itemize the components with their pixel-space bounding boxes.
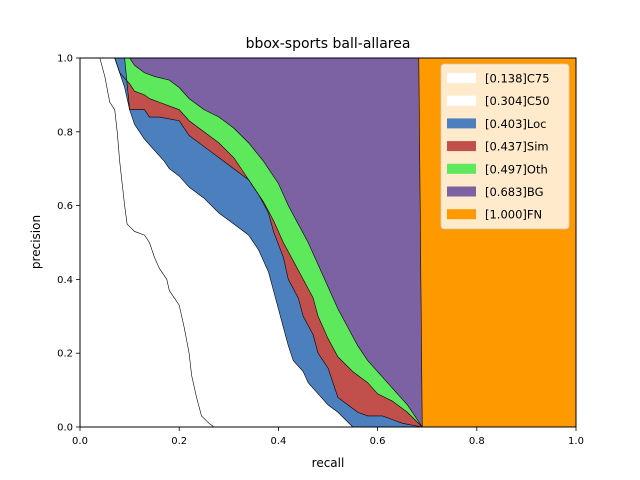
legend-label: [0.403]Loc <box>485 117 546 131</box>
y-tick-label: 0.8 <box>57 127 73 138</box>
legend-label: [0.304]C50 <box>485 94 550 108</box>
x-tick-label: 0.2 <box>171 436 187 447</box>
legend-swatch <box>447 163 476 174</box>
legend-label: [0.683]BG <box>485 185 544 199</box>
area-layers <box>80 58 576 427</box>
x-tick-label: 0.4 <box>270 436 286 447</box>
outline-0-497-oth <box>80 57 423 428</box>
area-0-138-c75 <box>80 58 214 427</box>
legend-swatch <box>447 73 476 83</box>
legend-swatch <box>447 209 476 220</box>
legend-label: [0.138]C75 <box>485 72 550 86</box>
y-axis-ticks: 0.0 0.2 0.4 0.6 0.8 1.0 <box>57 54 80 434</box>
x-axis-label: recall <box>312 456 345 470</box>
legend-swatch <box>447 118 476 129</box>
x-tick-label: 1.0 <box>568 436 584 447</box>
y-tick-label: 0.0 <box>57 423 73 434</box>
y-tick-label: 0.4 <box>57 275 73 286</box>
legend: [0.138]C75 [0.304]C50 [0.403]Loc [0.437]Sim… <box>440 63 570 230</box>
outline-0-437-sim <box>80 57 423 428</box>
legend-label: [0.497]Oth <box>485 162 548 176</box>
x-tick-label: 0.6 <box>370 436 386 447</box>
legend-label: [1.000]FN <box>485 208 542 222</box>
plot-frame <box>79 57 577 428</box>
x-tick-label: 0.0 <box>72 436 88 447</box>
y-tick-label: 1.0 <box>57 54 73 65</box>
y-tick-label: 0.2 <box>57 349 73 360</box>
legend-swatch <box>447 95 476 106</box>
outline-0-403-loc <box>80 57 423 428</box>
y-tick-label: 0.6 <box>57 201 73 212</box>
outline-0-138-c75 <box>80 57 215 428</box>
legend-swatch <box>447 141 476 152</box>
y-axis-label: precision <box>29 215 43 269</box>
legend-label: [0.437]Sim <box>485 140 549 154</box>
legend-swatch <box>447 186 476 197</box>
x-tick-label: 0.8 <box>469 436 485 447</box>
chart-title: bbox-sports ball-allarea <box>246 36 411 52</box>
outline-0-304-c50 <box>80 57 354 428</box>
x-axis-ticks: 0.0 0.2 0.4 0.6 0.8 1.0 <box>72 427 584 447</box>
